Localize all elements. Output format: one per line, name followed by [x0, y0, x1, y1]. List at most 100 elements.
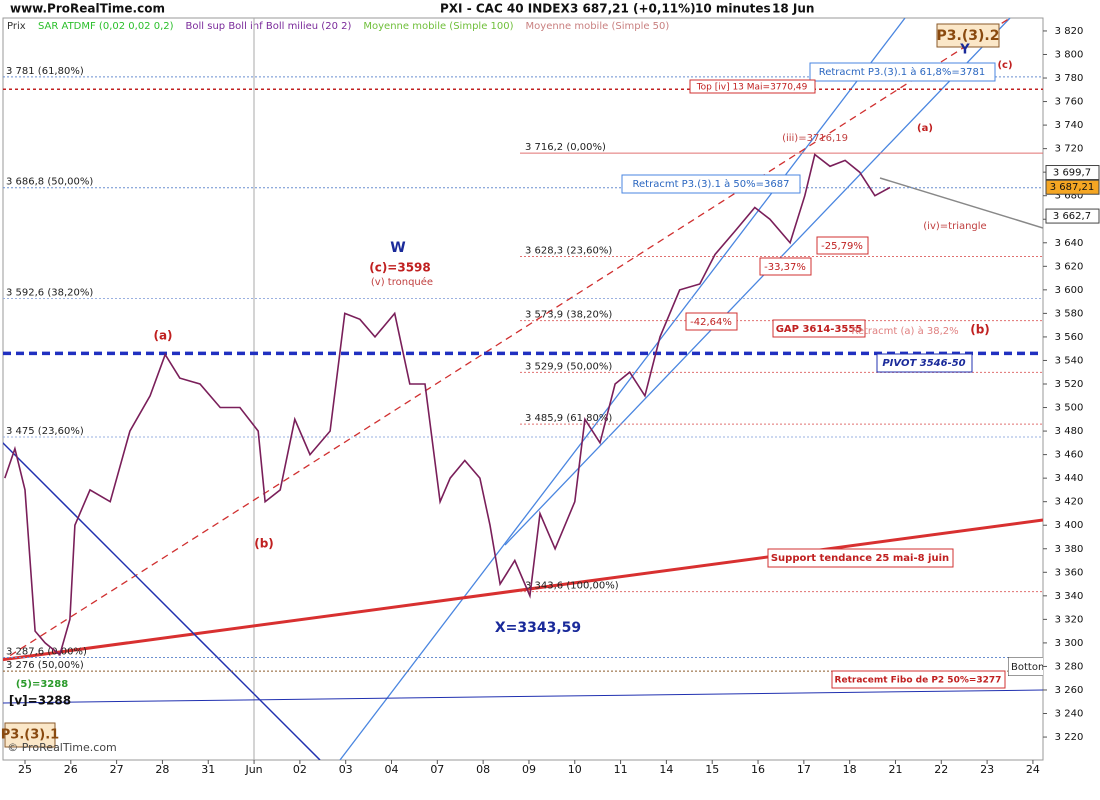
price-tag — [1045, 179, 1100, 195]
fib-label: 3 628,3 (23,60%) — [525, 246, 612, 257]
y-tick-label: 3 440 — [1055, 473, 1084, 484]
y-tick-label: 3 520 — [1055, 379, 1084, 390]
fib-label: 3 529,9 (50,00%) — [525, 361, 612, 372]
annotation: W — [390, 240, 405, 256]
annotation: Top [iv] 13 Mai=3770,49 — [696, 83, 808, 93]
annotation: PIVOT 3546-50 — [882, 358, 965, 369]
annotation: X=3343,59 — [495, 620, 581, 636]
y-tick-label: 3 740 — [1055, 120, 1084, 131]
price-tag-label: 3 662,7 — [1053, 211, 1091, 222]
drawings — [3, 18, 1043, 760]
y-tick-label: 3 720 — [1055, 144, 1084, 155]
x-tick-label: 07 — [430, 763, 444, 776]
price-tag — [1045, 208, 1100, 224]
y-tick-label: 3 480 — [1055, 426, 1084, 437]
annotation: -42,64% — [690, 317, 732, 328]
annotation: (b) — [254, 537, 274, 551]
x-tick-label: 14 — [659, 763, 673, 776]
y-tick-label: 3 580 — [1055, 308, 1084, 319]
title: PXI - CAC 40 INDEX — [440, 2, 570, 16]
annotation: GAP 3614-3555 — [776, 324, 863, 335]
trend-line — [3, 18, 1011, 661]
price-tag — [1045, 165, 1100, 181]
annotation: Y — [959, 43, 970, 58]
y-tick-label: 3 820 — [1055, 26, 1084, 37]
x-tick-label: 02 — [293, 763, 307, 776]
fib-label: 3 485,9 (61,80%) — [525, 413, 612, 424]
axes: 3 220 3 240 3 260 3 280 3 300 3 320 3 340 3 360… — [18, 26, 1100, 776]
annotation-box — [772, 319, 866, 338]
annotation-box — [936, 23, 1000, 48]
y-tick-label: 3 220 — [1055, 732, 1084, 743]
x-tick-label: 09 — [522, 763, 536, 776]
y-tick-label: 3 640 — [1055, 238, 1084, 249]
y-tick-label: 3 780 — [1055, 73, 1084, 84]
y-tick-label: 3 380 — [1055, 544, 1084, 555]
annotation: (a) — [917, 123, 933, 134]
annotation-box — [767, 548, 954, 568]
x-tick-label: 23 — [980, 763, 994, 776]
legend-entry: SAR ATDMF (0,02 0,02 0,2) — [38, 21, 174, 32]
site: www.ProRealTime.com — [10, 2, 165, 16]
x-tick-label: 10 — [568, 763, 582, 776]
y-tick-label: 3 800 — [1055, 49, 1084, 60]
legend: SAR ATDMF (0,02 0,02 0,2) Boll sup Boll i… — [38, 21, 669, 32]
x-tick-label: Jun — [244, 763, 262, 776]
price-tag-label: 3 699,7 — [1053, 168, 1091, 179]
annotations: P3.(3).2 Y (c) Retracmt P3.(3).1 à 61,8%… — [1, 23, 1043, 754]
annotation: [v]=3288 — [9, 694, 71, 708]
annotation: Support tendance 25 mai-8 juin — [771, 553, 949, 564]
x-tick-label: 22 — [934, 763, 948, 776]
x-tick-label: 03 — [339, 763, 353, 776]
annotation: Retracmt (a) à 38,2% — [851, 325, 958, 337]
last-price: 3 687,21 (+0,11%) — [570, 2, 696, 16]
copyright: © ProRealTime.com — [7, 741, 117, 754]
y-tick-label: 3 300 — [1055, 638, 1084, 649]
annotation: Retracemt Fibo de P2 50%=3277 — [835, 676, 1002, 686]
y-tick-label: 3 560 — [1055, 332, 1084, 343]
fib-label: 3 276 (50,00%) — [6, 660, 84, 671]
x-tick-label: 17 — [797, 763, 811, 776]
annotation: (c)=3598 — [369, 261, 431, 275]
y-tick-label: 3 340 — [1055, 591, 1084, 602]
interval: 10 minutes — [695, 2, 771, 16]
x-tick-label: 08 — [476, 763, 490, 776]
annotation: (v) tronquée — [371, 276, 433, 288]
annotation: -25,79% — [821, 241, 863, 252]
date: 18 Jun — [772, 2, 814, 16]
x-tick-label: 16 — [751, 763, 765, 776]
fib-label: 3 592,6 (38,20%) — [6, 288, 93, 299]
x-tick-label: 28 — [155, 763, 169, 776]
annotation: Retracmt P3.(3).1 à 61,8%=3781 — [819, 66, 986, 78]
fib-label: 3 287,6 (0,00%) — [6, 646, 87, 657]
y-tick-label: 3 260 — [1055, 685, 1084, 696]
fib-label: 3 686,8 (50,00%) — [6, 177, 93, 188]
annotation-box — [809, 62, 996, 82]
annotation: P3.(3).1 — [1, 728, 59, 743]
annotation-box — [689, 79, 816, 94]
annotation-box — [876, 353, 973, 373]
legend-entry: Prix — [7, 21, 26, 32]
x-tick-label: 18 — [843, 763, 857, 776]
legend-entry: Boll sup Boll inf Boll milieu (20 2) — [186, 21, 352, 32]
y-tick-label: 3 540 — [1055, 355, 1084, 366]
annotation-box — [1008, 657, 1043, 676]
fib-label: 3 716,2 (0,00%) — [525, 142, 606, 153]
y-tick-label: 3 240 — [1055, 709, 1084, 720]
triangle-line — [879, 177, 1043, 229]
legend-entry: Moyenne mobile (Simple 50) — [526, 21, 670, 32]
y-tick-label: 3 500 — [1055, 403, 1084, 414]
y-tick-label: 3 320 — [1055, 614, 1084, 625]
x-tick-label: 24 — [1026, 763, 1040, 776]
annotation: P3.(3).2 — [937, 28, 1000, 44]
x-tick-label: 27 — [110, 763, 124, 776]
y-tick-label: 3 280 — [1055, 661, 1084, 672]
channel-line — [339, 18, 906, 760]
annotation-clip: Bottom — [1008, 657, 1043, 676]
annotation: (b) — [970, 323, 990, 337]
plot-area — [2, 17, 1044, 761]
annotation: -33,37% — [764, 262, 806, 273]
annotation-box — [4, 722, 56, 748]
y-tick-label: 3 460 — [1055, 450, 1084, 461]
